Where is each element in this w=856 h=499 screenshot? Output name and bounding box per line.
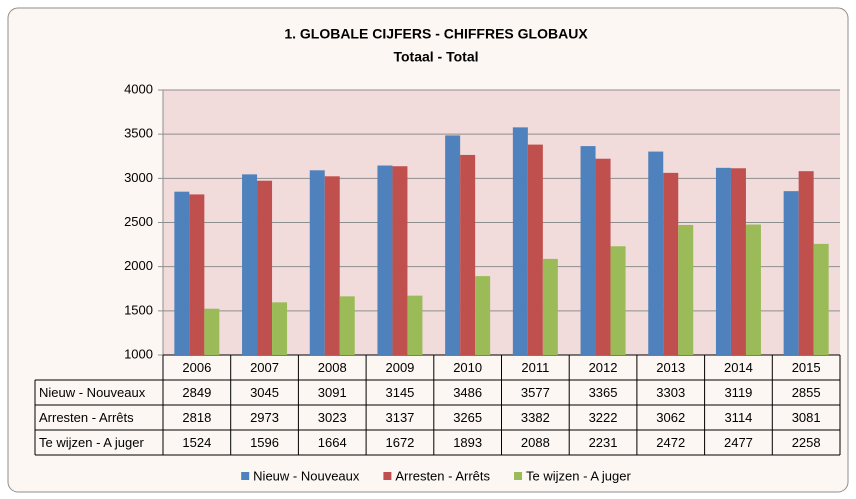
table-cell: 2477 (724, 435, 753, 450)
x-tick-label: 2015 (792, 360, 821, 375)
bar (272, 302, 288, 355)
table-cell: 1893 (453, 435, 482, 450)
y-tick-label: 3000 (124, 170, 153, 185)
table-cell: 3222 (589, 410, 618, 425)
table-row-label: Nieuw - Nouveaux (39, 385, 146, 400)
bar (445, 135, 461, 355)
table-cell: 3145 (385, 385, 414, 400)
table-cell: 1596 (250, 435, 279, 450)
legend-label: Te wijzen - A juger (526, 468, 631, 483)
x-tick-label: 2008 (318, 360, 347, 375)
table-cell: 1672 (385, 435, 414, 450)
bar (460, 154, 476, 355)
table-cell: 3062 (656, 410, 685, 425)
bar (377, 165, 393, 355)
bar (527, 144, 543, 355)
bar (189, 194, 205, 355)
bar (595, 158, 611, 355)
y-tick-label: 2000 (124, 258, 153, 273)
table-cell: 3081 (792, 410, 821, 425)
x-tick-label: 2011 (521, 360, 549, 375)
x-tick-label: 2009 (385, 360, 414, 375)
bar (174, 191, 190, 355)
bar (407, 295, 423, 355)
table-cell: 3382 (521, 410, 550, 425)
table-cell: 2973 (250, 410, 279, 425)
table-cell: 3114 (724, 410, 752, 425)
bar (798, 171, 814, 355)
table-cell: 3303 (656, 385, 685, 400)
bar (512, 127, 528, 356)
table-cell: 1664 (318, 435, 347, 450)
legend-swatch (383, 472, 392, 480)
bar (309, 170, 325, 355)
legend-swatch (241, 472, 250, 480)
bar (813, 243, 829, 355)
x-tick-label: 2013 (656, 360, 685, 375)
y-tick-label: 1500 (124, 302, 153, 317)
bar (204, 308, 220, 355)
bar (339, 296, 355, 355)
table-cell: 3265 (453, 410, 482, 425)
table-cell: 1524 (182, 435, 211, 450)
bar (730, 168, 746, 355)
chart-subtitle: Totaal - Total (393, 49, 478, 65)
table-cell: 2849 (182, 385, 211, 400)
x-tick-label: 2007 (250, 360, 279, 375)
legend-swatch (514, 472, 523, 480)
legend-label: Arresten - Arrêts (395, 468, 490, 483)
bar (783, 191, 799, 355)
table-cell: 2855 (792, 385, 821, 400)
bar (324, 176, 340, 355)
table-cell: 3577 (521, 385, 550, 400)
table-cell: 2258 (792, 435, 821, 450)
table-cell: 2231 (589, 435, 618, 450)
bar (475, 276, 491, 355)
bar (610, 246, 626, 355)
x-tick-label: 2006 (182, 360, 211, 375)
table-cell: 3045 (250, 385, 279, 400)
y-tick-label: 4000 (124, 81, 153, 96)
y-tick-label: 1000 (124, 346, 153, 361)
table-cell: 3365 (589, 385, 618, 400)
table-cell: 2818 (182, 410, 211, 425)
bar (663, 172, 679, 355)
legend-label: Nieuw - Nouveaux (253, 468, 360, 483)
x-tick-label: 2014 (724, 360, 753, 375)
bar (392, 166, 408, 355)
table-cell: 3119 (724, 385, 752, 400)
y-tick-label: 2500 (124, 214, 153, 229)
table-cell: 3137 (385, 410, 414, 425)
table-row-label: Arresten - Arrêts (39, 410, 134, 425)
chart-title: 1. GLOBALE CIJFERS - CHIFFRES GLOBAUX (284, 26, 588, 42)
y-tick-label: 3500 (124, 126, 153, 141)
table-cell: 3023 (318, 410, 347, 425)
bar (745, 224, 761, 355)
bar (257, 180, 273, 355)
bar (542, 258, 558, 355)
table-cell: 2088 (521, 435, 550, 450)
bar (242, 174, 258, 355)
x-tick-label: 2010 (453, 360, 482, 375)
bar (648, 151, 664, 355)
table-cell: 3486 (453, 385, 482, 400)
bar (715, 167, 731, 355)
bar (580, 146, 596, 355)
table-row-label: Te wijzen - A juger (39, 435, 144, 450)
table-cell: 2472 (656, 435, 685, 450)
x-tick-label: 2012 (589, 360, 618, 375)
table-cell: 3091 (318, 385, 347, 400)
bar (678, 224, 694, 355)
